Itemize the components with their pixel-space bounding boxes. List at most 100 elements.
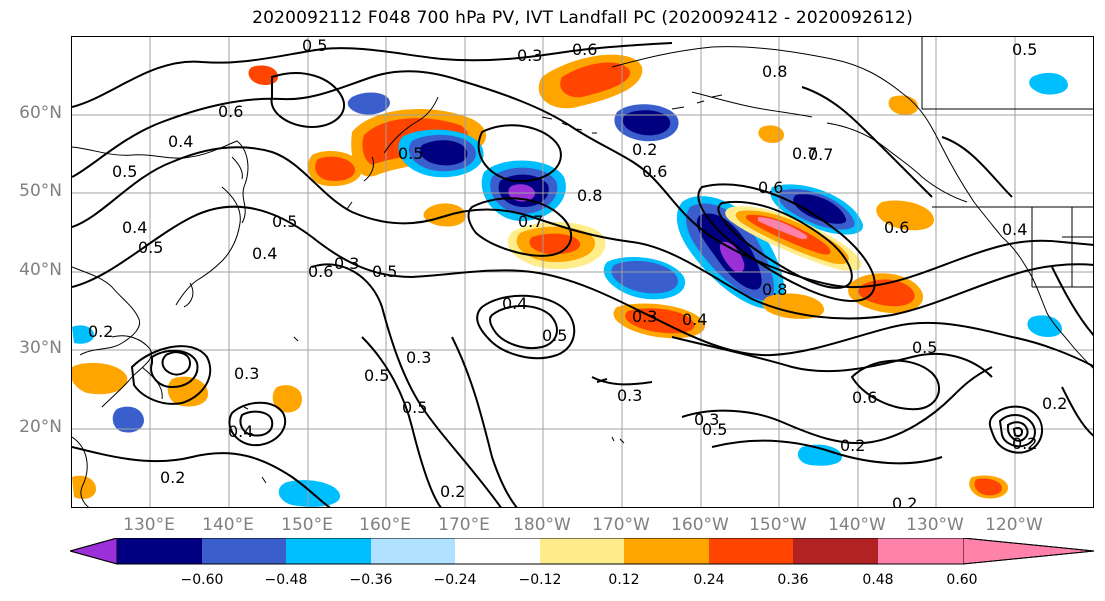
contour-line: [467, 197, 573, 257]
colorbar-tick-label: −0.36: [349, 572, 393, 588]
contour-label: 0.3: [617, 386, 642, 405]
contour-label: 0.2: [440, 482, 465, 501]
colorbar-segment: [793, 538, 878, 564]
contour-line: [488, 305, 558, 349]
colorbar-tick-label: 0.48: [862, 572, 894, 588]
contour-label: 0.4: [1002, 220, 1027, 239]
contour-label: 0.5: [372, 262, 397, 281]
contour-line: [1012, 427, 1024, 437]
lon-label: 160°E: [359, 515, 411, 535]
ivt-contours: [72, 42, 1093, 507]
contour-label: 0.8: [762, 62, 787, 81]
colorbar-tick-label: 0.60: [946, 572, 978, 588]
lat-label: 30°N: [19, 338, 62, 358]
colorbar-tick-label: −0.60: [180, 572, 224, 588]
colorbar-segment: [624, 538, 709, 564]
contour-label: 0.4: [168, 132, 193, 151]
contour-label: 0.5: [138, 238, 163, 257]
contour-label: 0.3: [694, 410, 719, 429]
lon-label: 150°W: [749, 515, 807, 535]
contour-line: [671, 336, 993, 378]
contour-label: 0.6: [852, 388, 877, 407]
contour-label: 0.5: [542, 326, 567, 345]
colorbar-segment: [371, 538, 455, 564]
contour-line: [591, 376, 653, 386]
positive-anomaly-patch: [72, 362, 128, 395]
contour-label: 0.2: [1042, 394, 1067, 413]
colorbar-segment: [709, 538, 793, 564]
positive-anomaly-patch: [762, 293, 825, 319]
contour-label: 0.5: [398, 144, 423, 163]
contour-line: [161, 351, 192, 376]
alaska-coastline: [611, 46, 1003, 238]
contour-line: [711, 439, 943, 465]
contour-line: [941, 136, 1013, 198]
contour-label: 0.8: [577, 186, 602, 205]
contour-line: [72, 42, 673, 108]
small-islands: [243, 336, 625, 484]
contour-line: [72, 70, 1093, 289]
contour-line: [72, 446, 331, 507]
lat-label: 20°N: [19, 417, 62, 437]
positive-anomaly-patch: [167, 376, 209, 407]
negative-anomaly-patch: [1029, 72, 1068, 95]
contour-line: [1051, 266, 1093, 337]
asia-coastline: [72, 140, 249, 507]
negative-anomaly-patch: [611, 261, 678, 294]
negative-anomaly-patch: [719, 241, 745, 273]
contour-label: 0.5: [364, 366, 389, 385]
contour-line: [72, 146, 1093, 320]
lon-label: 130°E: [123, 515, 175, 535]
contour-label: 0.4: [682, 310, 707, 329]
contour-label: 0.3: [234, 364, 259, 383]
contour-line: [988, 405, 1043, 454]
colorbar-segment: [117, 538, 202, 564]
colorbar-tick-label: −0.24: [433, 572, 477, 588]
contour-line: [270, 72, 345, 129]
contour-line: [72, 205, 1093, 368]
contour-label: 0.5: [912, 338, 937, 357]
lon-label: 140°E: [202, 515, 254, 535]
contour-label: 0.7: [518, 212, 543, 231]
colorbar-outline: [70, 538, 1095, 565]
contour-label: 0.3: [632, 307, 657, 326]
negative-anomaly-patch: [347, 92, 390, 115]
contour-label: 0.2: [892, 494, 917, 508]
contour-line: [801, 86, 933, 198]
contour-label: 0.6: [308, 262, 333, 281]
contour-label: 0.5: [1012, 40, 1037, 59]
contour-label: 0.4: [228, 422, 253, 441]
map-panel: 0.5 0.3 0.6 0.8 0.5 0.7 0.4 0.5 0.4 0.5 …: [71, 36, 1094, 508]
contour-line: [681, 366, 993, 445]
colorbar-segment: [455, 538, 540, 564]
contour-line: [717, 200, 853, 289]
positive-anomaly-patch: [315, 156, 356, 181]
contour-label: 0.6: [572, 40, 597, 59]
colorbar-tick-label: −0.48: [264, 572, 308, 588]
contour-line: [239, 410, 274, 437]
canada-border: [921, 37, 1093, 288]
contour-line: [1061, 386, 1093, 437]
contour-label: 0.5: [402, 398, 427, 417]
contour-line: [477, 124, 562, 183]
colorbar: [70, 538, 1095, 565]
contour-label: 0.6: [884, 218, 909, 237]
colorbar-segment: [878, 538, 963, 564]
contour-line: [150, 349, 199, 389]
lat-label: 60°N: [19, 103, 62, 123]
lat-label: 40°N: [19, 260, 62, 280]
contour-label: 0.2: [88, 322, 113, 341]
contour-label: 0.6: [642, 162, 667, 181]
aleutian-islands: [541, 94, 723, 134]
positive-anomaly-patch: [758, 217, 808, 240]
positive-anomaly-patch: [560, 62, 631, 98]
contour-label: 0.5: [112, 162, 137, 181]
positive-anomaly-patch: [888, 95, 918, 115]
na-west-coastline: [1001, 236, 1093, 369]
positive-anomaly-patch: [423, 203, 467, 227]
colorbar-tick-label: 0.12: [608, 572, 640, 588]
contour-line: [998, 414, 1036, 448]
colorbar-tick-label: 0.24: [693, 572, 725, 588]
positive-anomaly-patch: [529, 233, 581, 255]
contour-label: 0.6: [758, 178, 783, 197]
